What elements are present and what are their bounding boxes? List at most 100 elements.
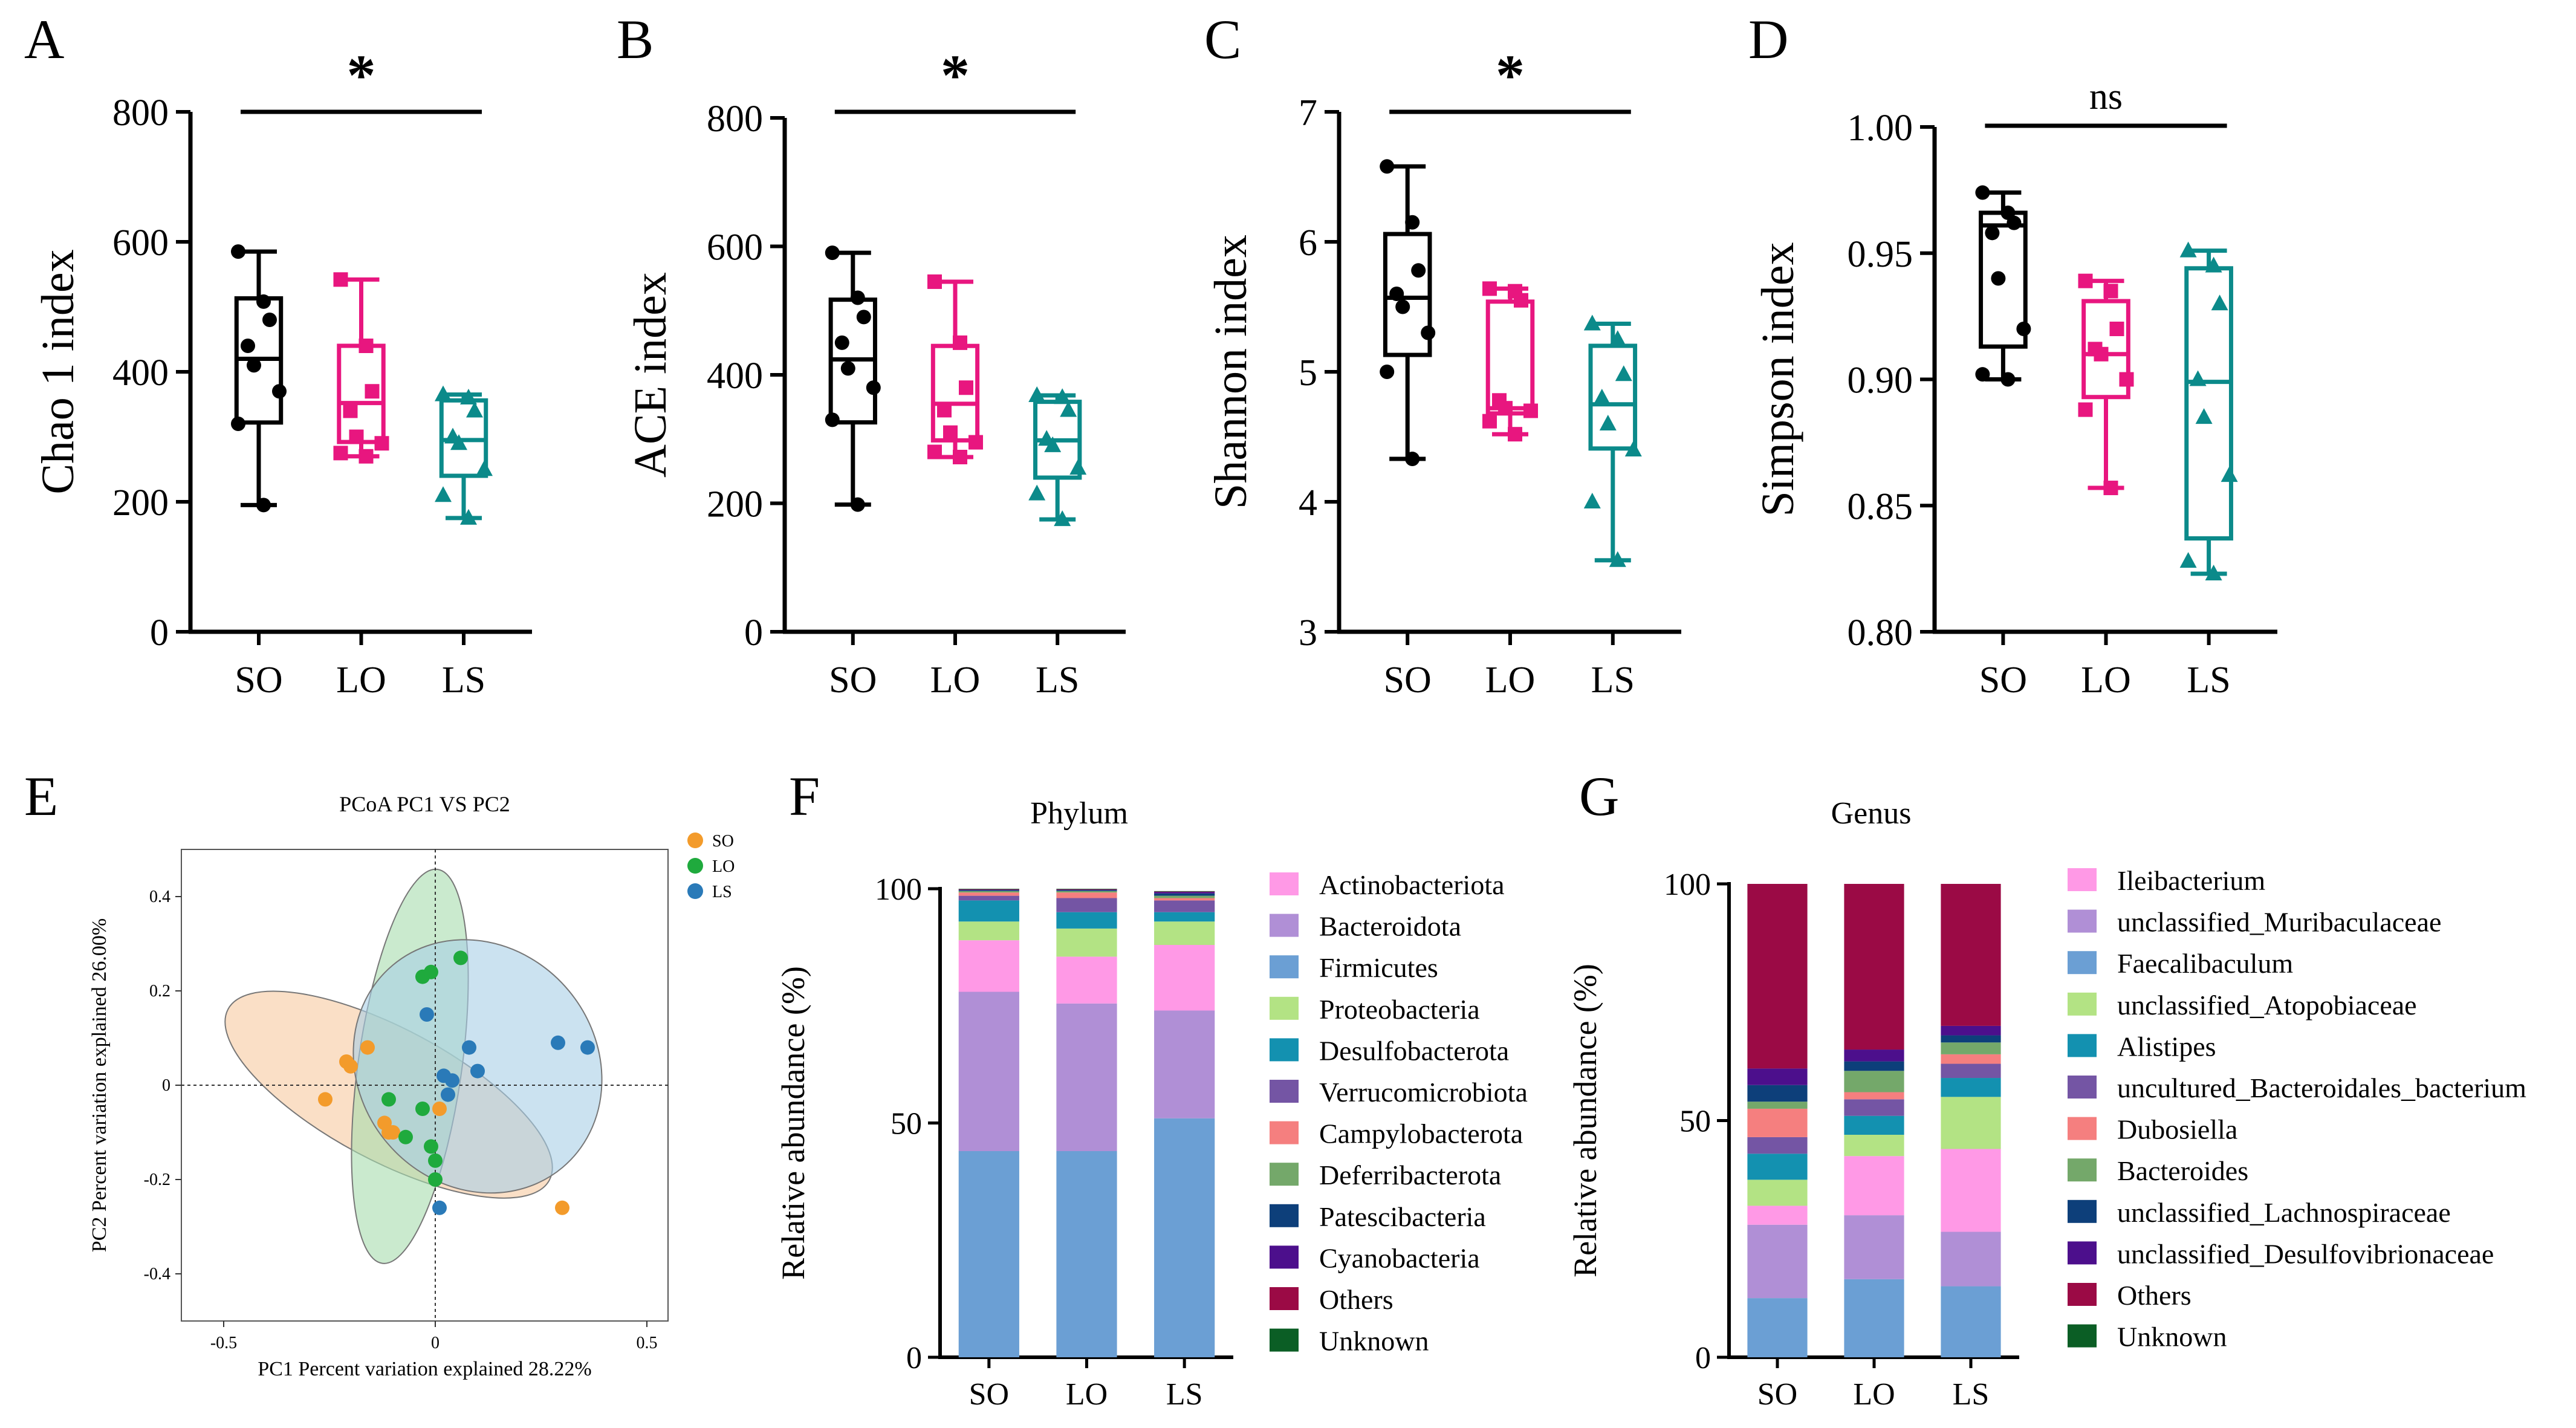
x-tick-label: -0.5 [210, 1334, 237, 1352]
scatter-point-lo [453, 950, 468, 966]
data-point [968, 435, 983, 450]
legend-swatch-unclassified-desulfovibrionaceae [2068, 1241, 2097, 1265]
data-point [1482, 414, 1497, 429]
data-point [2103, 284, 2118, 299]
panel-label-g: G [1579, 765, 1619, 827]
legend-swatch-ileibacterium [2068, 868, 2097, 891]
x-tick-label: SO [829, 660, 877, 701]
legend-swatch-proteobacteria [1270, 996, 1299, 1020]
bar-segment-campylobacterota [1056, 892, 1117, 898]
data-point [1583, 314, 1601, 331]
bar-segment-bacteroides [1844, 1071, 1904, 1092]
legend-label-so: SO [712, 832, 734, 851]
data-point [1583, 493, 1601, 508]
scatter-point-so [360, 1040, 375, 1055]
panel-label-d: D [1748, 8, 1788, 70]
bar-segment-deferribacterota [1154, 895, 1215, 898]
data-point [2109, 322, 2124, 336]
x-tick-label: LO [1853, 1377, 1895, 1412]
bar-segment-unclassified-desulfovibrionaceae [1747, 1068, 1808, 1085]
bar-segment-unclassified-muribaculaceae [1747, 1224, 1808, 1299]
y-tick-label: 3 [1299, 612, 1317, 654]
legend-label-proteobacteria: Proteobacteria [1319, 994, 1480, 1025]
bar-segment-uncultured-bacteroidales-bacterium [1844, 1099, 1904, 1116]
data-point [333, 272, 348, 287]
legend-swatch-bacteroidota [1270, 914, 1299, 937]
bar-segment-others [1941, 884, 2001, 1026]
bar-segment-desulfobacterota [958, 900, 1019, 922]
bar-segment-deferribacterota [1056, 891, 1117, 893]
bar-segment-alistipes [1747, 1154, 1808, 1180]
data-point [358, 339, 374, 353]
bar-segment-unclassified-lachnospiraceae [1844, 1061, 1904, 1071]
data-point [1498, 401, 1513, 416]
shannon-boxplot: 3 4 5 6 7 Shannon index SO LO LS * [1205, 43, 1681, 701]
bar-segment-dubosiella [1844, 1092, 1904, 1100]
pcoa-title: PCoA PC1 VS PC2 [339, 792, 510, 816]
legend-swatch-dubosiella [2068, 1117, 2097, 1140]
bar-segment-others [958, 889, 1019, 890]
bar-segment-unclassified-lachnospiraceae [1747, 1085, 1808, 1102]
legend-label-faecalibaculum: Faecalibaculum [2117, 948, 2293, 979]
data-point [2221, 466, 2238, 482]
pcoa-scatter: PCoA PC1 VS PC2 -0.5 0 0.5 -0.4 -0.2 0 0.2 0.4 PC… [88, 792, 735, 1380]
y-axis-title: Relative abundance (%) [1567, 964, 1603, 1277]
y-tick-label: 7 [1299, 92, 1317, 134]
legend-label-others: Others [2117, 1280, 2192, 1311]
data-point [272, 384, 287, 399]
data-point [2179, 241, 2197, 258]
bar-segment-verrucomicrobiota [1056, 898, 1117, 912]
scatter-point-lo [428, 1172, 443, 1187]
bar-segment-unclassified-atopobiaceae [1747, 1180, 1808, 1206]
legend-label-campylobacterota: Campylobacterota [1319, 1118, 1523, 1149]
y-tick-label: 600 [112, 222, 169, 264]
data-point [1991, 271, 2006, 286]
x-tick-label: LS [442, 660, 485, 701]
bar-segment-firmicutes [1154, 1118, 1215, 1357]
x-tick-label: 0 [431, 1334, 440, 1352]
legend-swatch-verrucomicrobiota [1270, 1080, 1299, 1103]
legend-label-deferribacterota: Deferribacterota [1319, 1160, 1501, 1190]
data-point [850, 497, 865, 512]
data-point [1975, 367, 1990, 382]
significance-label: * [347, 43, 376, 108]
legend-label-patescibacteria: Patescibacteria [1319, 1201, 1486, 1232]
y-tick-label: 200 [707, 484, 763, 525]
y-tick-label: 50 [891, 1107, 922, 1141]
data-point [358, 449, 374, 464]
scatter-point-so [381, 1125, 396, 1140]
data-point [247, 358, 261, 373]
chart-title: Genus [1831, 796, 1912, 831]
bar-segment-cyanobacteria [958, 889, 1019, 891]
data-point [1523, 403, 1538, 418]
legend-label-dubosiella: Dubosiella [2117, 1114, 2237, 1145]
bar-segment-firmicutes [958, 1151, 1019, 1357]
data-point [333, 446, 348, 461]
legend-label-firmicutes: Firmicutes [1319, 952, 1438, 983]
data-point [2119, 372, 2134, 387]
scatter-point-so [432, 1102, 447, 1116]
data-point [953, 450, 967, 464]
y-tick-label: 0 [162, 1076, 170, 1095]
data-point [1405, 452, 1420, 467]
legend-label-others: Others [1319, 1284, 1393, 1315]
ace-boxplot: 0 200 400 600 800 ACE index SO LO LS * [625, 43, 1126, 701]
x-tick-label: LS [1953, 1377, 1990, 1412]
data-point [2189, 370, 2207, 386]
x-tick-label: SO [969, 1377, 1009, 1412]
data-point [953, 335, 967, 350]
data-point [1593, 389, 1611, 404]
y-tick-label: 0 [150, 612, 169, 654]
data-point [1405, 215, 1420, 230]
legend-marker-ls [687, 883, 703, 899]
bar-segment-deferribacterota [958, 891, 1019, 893]
x-tick-label: SO [1979, 660, 2027, 701]
y-tick-label: 0 [1695, 1341, 1711, 1375]
iqr-box [2081, 299, 2130, 400]
simpson-boxplot: 0.80 0.85 0.90 0.95 1.00 Simpson index SO LO LS n… [1753, 76, 2277, 701]
bar-segment-unclassified-atopobiaceae [1844, 1134, 1904, 1157]
data-point [1044, 436, 1062, 452]
y-axis-title: Chao 1 index [33, 249, 83, 494]
bar-segment-patescibacteria [1056, 890, 1117, 891]
panel-label-a: A [24, 8, 64, 70]
